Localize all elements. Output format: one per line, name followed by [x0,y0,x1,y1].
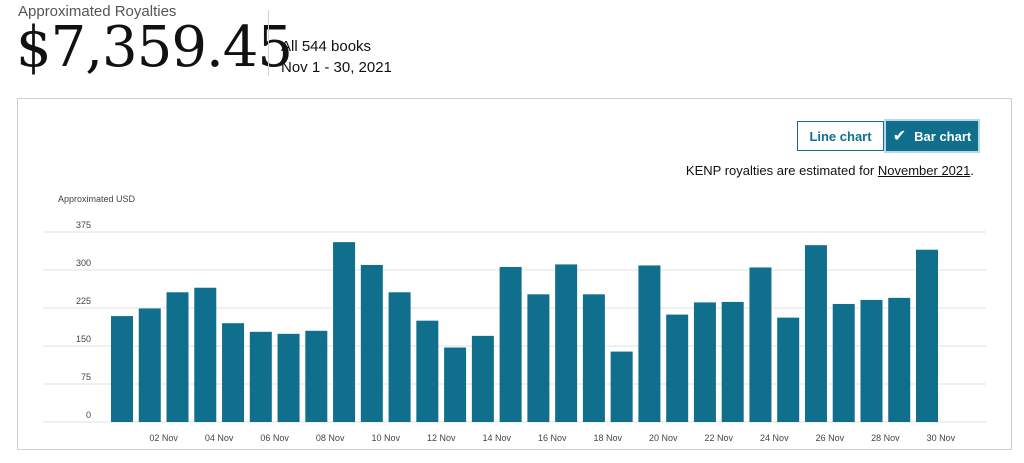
x-tick-label: 26 Nov [816,433,845,443]
bar[interactable] [888,297,911,422]
bar[interactable] [111,316,133,422]
bar[interactable] [499,266,522,422]
x-tick-label: 12 Nov [427,433,456,443]
bar[interactable] [666,314,689,422]
x-tick-label: 10 Nov [371,433,400,443]
bar-chart-toggle[interactable]: ✔ Bar chart [886,121,978,151]
y-tick-label: 375 [76,220,91,230]
kenp-month-link[interactable]: November 2021 [877,163,971,178]
x-tick-label: 24 Nov [760,433,789,443]
bar[interactable] [416,320,439,422]
x-tick-label: 16 Nov [538,433,567,443]
books-scope: All 544 books [281,38,372,55]
x-tick-label: 02 Nov [149,433,178,443]
x-tick-label: 04 Nov [205,433,234,443]
kenp-note-text: KENP royalties are estimated for [685,163,878,178]
y-tick-label: 225 [76,296,91,306]
x-tick-label: 06 Nov [260,433,289,443]
bar[interactable] [749,267,772,422]
bar[interactable] [804,245,827,422]
y-axis-title: Approximated USD [58,194,136,204]
bar[interactable] [138,308,161,422]
x-tick-label: 08 Nov [316,433,345,443]
header-divider [268,10,269,76]
bar[interactable] [471,335,494,422]
x-tick-label: 22 Nov [705,433,734,443]
x-tick-label: 18 Nov [594,433,623,443]
y-tick-label: 150 [76,334,91,344]
royalties-amount: $7,359.45 [16,15,293,80]
bar[interactable] [527,294,550,422]
bar[interactable] [693,302,716,422]
bar[interactable] [333,242,356,422]
bar[interactable] [222,323,245,422]
bar[interactable] [277,333,300,422]
date-range: Nov 1 - 30, 2021 [281,59,392,76]
x-tick-label: 30 Nov [927,433,956,443]
bar[interactable] [777,317,800,422]
x-tick-label: 14 Nov [482,433,511,443]
bar[interactable] [194,287,217,422]
royalties-label: Approximated Royalties [18,3,177,20]
y-tick-label: 0 [86,410,91,420]
bar[interactable] [638,265,661,422]
bar[interactable] [721,301,744,422]
bar[interactable] [610,351,633,422]
bar[interactable] [249,331,272,422]
x-tick-label: 20 Nov [649,433,678,443]
bar[interactable] [360,264,383,422]
chart-panel: Line chart ✔ Bar chart KENP royalties ar… [17,98,1012,450]
bar[interactable] [166,292,189,422]
kenp-note: KENP royalties are estimated for Novembe… [686,163,974,178]
bar-chart-label: Bar chart [914,128,972,144]
line-chart-label: Line chart [809,128,872,144]
bar[interactable] [916,249,938,422]
bar[interactable] [860,299,883,422]
y-tick-label: 300 [76,258,91,268]
bar[interactable] [555,264,578,422]
bar[interactable] [305,330,328,422]
scope-info: All 544 books Nov 1 - 30, 2021 [281,36,392,78]
bar-chart: 0 75 150 225 300 375 02 Nov 04 Nov 06 Nov 08 Nov 1… [43,220,986,443]
bar[interactable] [582,294,605,422]
bar[interactable] [444,347,467,422]
kenp-note-suffix: . [970,163,974,178]
checkmark-icon: ✔ [892,128,907,145]
y-tick-label: 75 [81,372,91,382]
bar[interactable] [832,303,855,422]
line-chart-toggle[interactable]: Line chart [797,121,884,151]
x-tick-label: 28 Nov [871,433,900,443]
bar[interactable] [388,292,411,422]
